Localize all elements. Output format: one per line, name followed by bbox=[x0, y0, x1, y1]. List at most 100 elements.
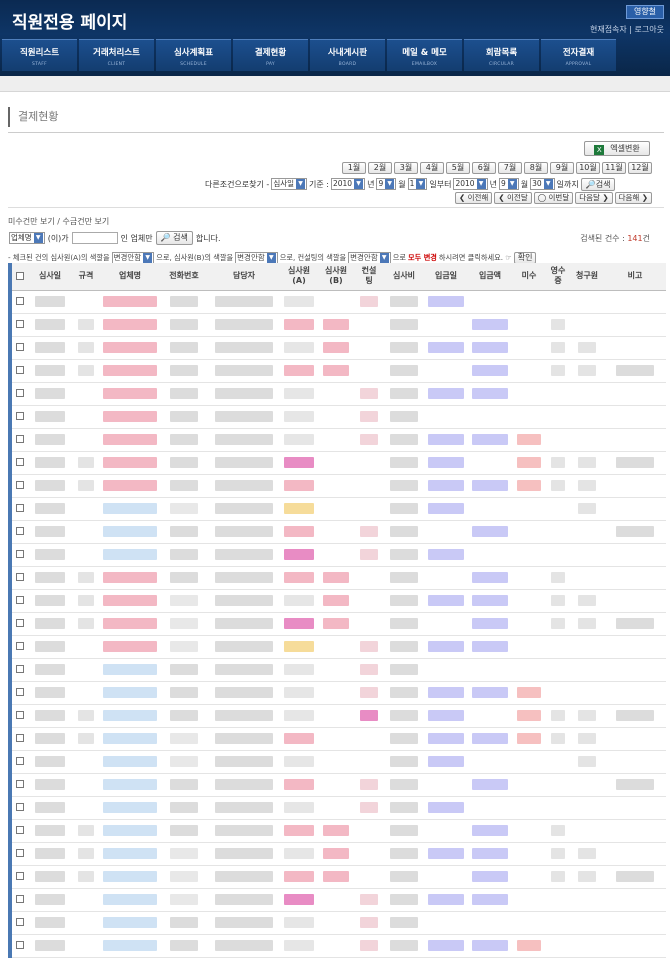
period-nav-button[interactable]: ❮ 이전달 bbox=[494, 192, 532, 204]
search-input[interactable] bbox=[71, 232, 118, 244]
month-button[interactable]: 7월 bbox=[498, 162, 522, 174]
from-month-select[interactable]: 9 ▼ bbox=[376, 178, 397, 190]
table-row[interactable] bbox=[8, 681, 666, 705]
table-row[interactable] bbox=[8, 290, 666, 314]
table-row[interactable] bbox=[8, 635, 666, 659]
table-row[interactable] bbox=[8, 336, 666, 360]
table-row[interactable] bbox=[8, 865, 666, 889]
row-checkbox[interactable] bbox=[16, 895, 24, 903]
select-all-checkbox[interactable] bbox=[16, 271, 24, 280]
from-day-select[interactable]: 1 ▼ bbox=[407, 178, 428, 190]
period-nav-button[interactable]: 다음해 ❯ bbox=[614, 192, 652, 204]
row-checkbox[interactable] bbox=[16, 918, 24, 926]
table-row[interactable] bbox=[8, 405, 666, 429]
row-checkbox[interactable] bbox=[16, 550, 24, 558]
row-checkbox[interactable] bbox=[16, 757, 24, 765]
date-search-button[interactable]: 🔎검색 bbox=[580, 177, 616, 191]
table-row[interactable] bbox=[8, 589, 666, 613]
month-button[interactable]: 2월 bbox=[368, 162, 392, 174]
nav-item[interactable]: 전자결재 APPROVAL bbox=[541, 39, 616, 71]
row-checkbox[interactable] bbox=[16, 504, 24, 512]
row-checkbox[interactable] bbox=[16, 619, 24, 627]
table-row[interactable] bbox=[8, 658, 666, 682]
row-checkbox[interactable] bbox=[16, 665, 24, 673]
row-checkbox[interactable] bbox=[16, 642, 24, 650]
table-row[interactable] bbox=[8, 313, 666, 337]
row-checkbox[interactable] bbox=[16, 343, 24, 351]
user-badge[interactable]: 영향철 bbox=[626, 5, 664, 19]
table-row[interactable] bbox=[8, 520, 666, 544]
row-checkbox[interactable] bbox=[16, 366, 24, 374]
to-year-select[interactable]: 2010 ▼ bbox=[453, 178, 488, 190]
period-nav-button[interactable]: ❮ 이전해 bbox=[454, 192, 493, 204]
table-row[interactable] bbox=[8, 359, 666, 383]
row-checkbox[interactable] bbox=[16, 941, 24, 949]
month-button[interactable]: 8월 bbox=[524, 162, 548, 174]
table-row[interactable] bbox=[8, 727, 666, 751]
period-nav-button[interactable]: 다음달 ❯ bbox=[575, 192, 613, 204]
row-checkbox[interactable] bbox=[16, 849, 24, 857]
nav-item[interactable]: 거래처리스트 CLIENT bbox=[79, 39, 154, 71]
nav-item[interactable]: 심사계획표 SCHEDULE bbox=[156, 39, 231, 71]
excel-export-button[interactable]: X 엑셀변환 bbox=[584, 141, 650, 156]
nav-item[interactable]: 결제현황 PAY bbox=[233, 39, 308, 71]
table-row[interactable] bbox=[8, 842, 666, 866]
table-row[interactable] bbox=[8, 819, 666, 843]
row-checkbox[interactable] bbox=[16, 596, 24, 604]
table-row[interactable] bbox=[8, 566, 666, 590]
row-checkbox[interactable] bbox=[16, 872, 24, 880]
row-checkbox[interactable] bbox=[16, 458, 24, 466]
row-checkbox[interactable] bbox=[16, 734, 24, 742]
period-nav-button[interactable]: ◯ 이번달 bbox=[533, 192, 574, 204]
month-button[interactable]: 9월 bbox=[550, 162, 574, 174]
auditor-b-color-select[interactable]: 변경안함 ▼ bbox=[235, 252, 278, 264]
row-checkbox[interactable] bbox=[16, 688, 24, 696]
filter-links[interactable]: 미수건만 보기 / 수금건만 보기 bbox=[8, 217, 110, 226]
table-row[interactable] bbox=[8, 428, 666, 452]
auditor-a-color-select[interactable]: 변경안함 ▼ bbox=[111, 252, 155, 264]
table-row[interactable] bbox=[8, 704, 666, 728]
table-row[interactable] bbox=[8, 773, 666, 797]
month-button[interactable]: 3월 bbox=[394, 162, 418, 174]
search-button[interactable]: 🔎 검색 bbox=[155, 231, 193, 245]
nav-item[interactable]: 직원리스트 STAFF bbox=[2, 39, 77, 71]
to-month-select[interactable]: 9 ▼ bbox=[498, 178, 519, 190]
table-row[interactable] bbox=[8, 543, 666, 567]
table-row[interactable] bbox=[8, 612, 666, 636]
month-button[interactable]: 11월 bbox=[602, 162, 626, 174]
row-checkbox[interactable] bbox=[16, 826, 24, 834]
month-button[interactable]: 5월 bbox=[446, 162, 470, 174]
session-links[interactable]: 현재접속자 | 로그아웃 bbox=[589, 25, 664, 34]
basis-select[interactable]: 심사일 ▼ bbox=[271, 178, 308, 190]
from-year-select[interactable]: 2010 ▼ bbox=[330, 178, 366, 190]
row-checkbox[interactable] bbox=[16, 412, 24, 420]
search-field-select[interactable]: 업체명 ▼ bbox=[9, 232, 45, 244]
nav-item[interactable]: 메일 & 메모 EMAILBOX bbox=[387, 39, 462, 71]
table-row[interactable] bbox=[8, 497, 666, 521]
row-checkbox[interactable] bbox=[16, 320, 24, 328]
consulting-color-select[interactable]: 변경안함 ▼ bbox=[348, 252, 391, 264]
row-checkbox[interactable] bbox=[16, 711, 24, 719]
table-row[interactable] bbox=[8, 474, 666, 498]
month-button[interactable]: 6월 bbox=[472, 162, 496, 174]
table-row[interactable] bbox=[8, 382, 666, 406]
row-checkbox[interactable] bbox=[16, 573, 24, 581]
month-button[interactable]: 10월 bbox=[576, 162, 600, 174]
nav-item[interactable]: 회람목록 CIRCULAR bbox=[464, 39, 539, 71]
table-row[interactable] bbox=[8, 888, 666, 912]
row-checkbox[interactable] bbox=[16, 803, 24, 811]
nav-item[interactable]: 사내게시판 BOARD bbox=[310, 39, 385, 71]
row-checkbox[interactable] bbox=[16, 481, 24, 489]
row-checkbox[interactable] bbox=[16, 435, 24, 443]
table-row[interactable] bbox=[8, 750, 666, 774]
table-row[interactable] bbox=[8, 934, 666, 958]
row-checkbox[interactable] bbox=[16, 527, 24, 535]
to-day-select[interactable]: 30 ▼ bbox=[530, 178, 555, 190]
table-row[interactable] bbox=[8, 451, 666, 475]
table-row[interactable] bbox=[8, 911, 666, 935]
table-row[interactable] bbox=[8, 796, 666, 820]
month-button[interactable]: 12월 bbox=[628, 162, 652, 174]
month-button[interactable]: 1월 bbox=[342, 162, 366, 174]
row-checkbox[interactable] bbox=[16, 297, 24, 305]
row-checkbox[interactable] bbox=[16, 389, 24, 397]
